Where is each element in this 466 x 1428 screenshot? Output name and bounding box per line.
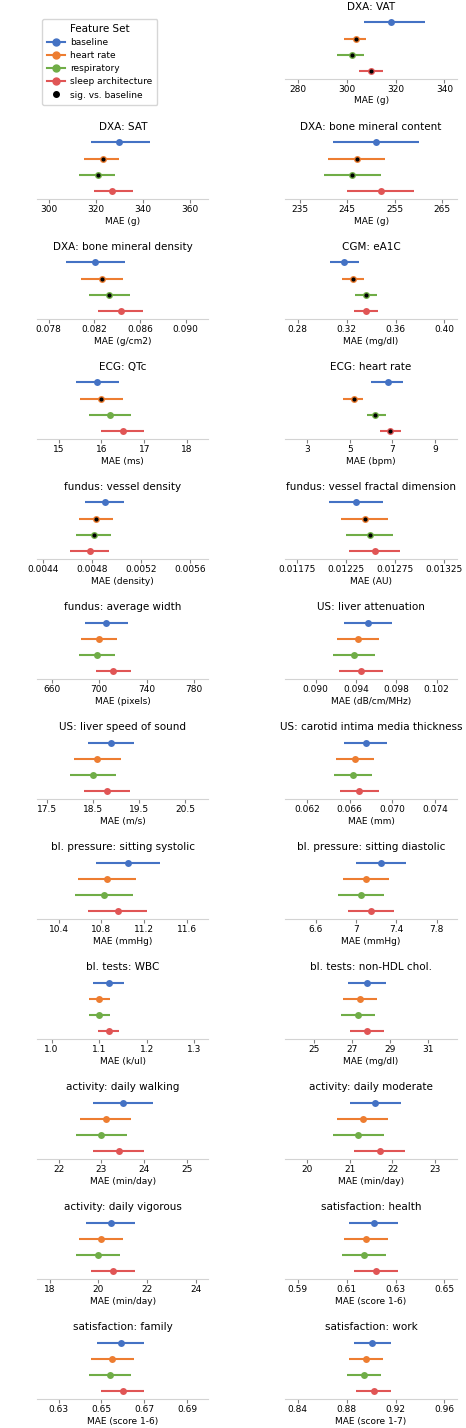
Title: ECG: QTc: ECG: QTc — [99, 363, 147, 373]
X-axis label: MAE (score 1-6): MAE (score 1-6) — [336, 1297, 407, 1305]
Title: activity: daily walking: activity: daily walking — [66, 1082, 179, 1092]
Title: activity: daily moderate: activity: daily moderate — [309, 1082, 433, 1092]
X-axis label: MAE (g/cm2): MAE (g/cm2) — [94, 337, 151, 346]
Title: DXA: VAT: DXA: VAT — [347, 1, 395, 11]
X-axis label: MAE (score 1-6): MAE (score 1-6) — [87, 1417, 158, 1425]
Title: bl. tests: non-HDL chol.: bl. tests: non-HDL chol. — [310, 962, 432, 972]
Title: bl. tests: WBC: bl. tests: WBC — [86, 962, 159, 972]
Title: CGM: eA1C: CGM: eA1C — [342, 243, 400, 253]
X-axis label: MAE (min/day): MAE (min/day) — [90, 1177, 156, 1185]
X-axis label: MAE (min/day): MAE (min/day) — [338, 1177, 404, 1185]
Title: activity: daily vigorous: activity: daily vigorous — [64, 1202, 182, 1212]
X-axis label: MAE (bpm): MAE (bpm) — [346, 457, 396, 466]
Title: satisfaction: health: satisfaction: health — [321, 1202, 421, 1212]
X-axis label: MAE (mm): MAE (mm) — [348, 817, 395, 825]
Title: fundus: vessel fractal dimension: fundus: vessel fractal dimension — [286, 483, 456, 493]
X-axis label: MAE (m/s): MAE (m/s) — [100, 817, 146, 825]
X-axis label: MAE (pixels): MAE (pixels) — [95, 697, 151, 705]
X-axis label: MAE (mmHg): MAE (mmHg) — [93, 937, 152, 945]
Title: fundus: average width: fundus: average width — [64, 603, 182, 613]
Title: satisfaction: work: satisfaction: work — [325, 1322, 418, 1332]
Title: DXA: bone mineral content: DXA: bone mineral content — [301, 123, 442, 133]
X-axis label: MAE (mg/dl): MAE (mg/dl) — [343, 337, 399, 346]
X-axis label: MAE (mmHg): MAE (mmHg) — [342, 937, 401, 945]
Legend: baseline, heart rate, respiratory, sleep architecture, sig. vs. baseline: baseline, heart rate, respiratory, sleep… — [42, 19, 158, 104]
Title: DXA: bone mineral density: DXA: bone mineral density — [53, 243, 193, 253]
X-axis label: MAE (k/ul): MAE (k/ul) — [100, 1057, 146, 1065]
Title: US: liver attenuation: US: liver attenuation — [317, 603, 425, 613]
X-axis label: MAE (g): MAE (g) — [354, 97, 389, 106]
X-axis label: MAE (score 1-7): MAE (score 1-7) — [336, 1417, 407, 1425]
Title: US: carotid intima media thickness: US: carotid intima media thickness — [280, 723, 462, 733]
X-axis label: MAE (mg/dl): MAE (mg/dl) — [343, 1057, 399, 1065]
X-axis label: MAE (dB/cm/MHz): MAE (dB/cm/MHz) — [331, 697, 411, 705]
X-axis label: MAE (AU): MAE (AU) — [350, 577, 392, 585]
Title: fundus: vessel density: fundus: vessel density — [64, 483, 181, 493]
X-axis label: MAE (density): MAE (density) — [91, 577, 154, 585]
Title: bl. pressure: sitting systolic: bl. pressure: sitting systolic — [51, 843, 195, 853]
X-axis label: MAE (min/day): MAE (min/day) — [90, 1297, 156, 1305]
X-axis label: MAE (g): MAE (g) — [105, 217, 140, 226]
Title: satisfaction: family: satisfaction: family — [73, 1322, 173, 1332]
Title: bl. pressure: sitting diastolic: bl. pressure: sitting diastolic — [297, 843, 445, 853]
Title: DXA: SAT: DXA: SAT — [99, 123, 147, 133]
X-axis label: MAE (ms): MAE (ms) — [102, 457, 144, 466]
X-axis label: MAE (g): MAE (g) — [354, 217, 389, 226]
Title: ECG: heart rate: ECG: heart rate — [330, 363, 412, 373]
Title: US: liver speed of sound: US: liver speed of sound — [59, 723, 186, 733]
